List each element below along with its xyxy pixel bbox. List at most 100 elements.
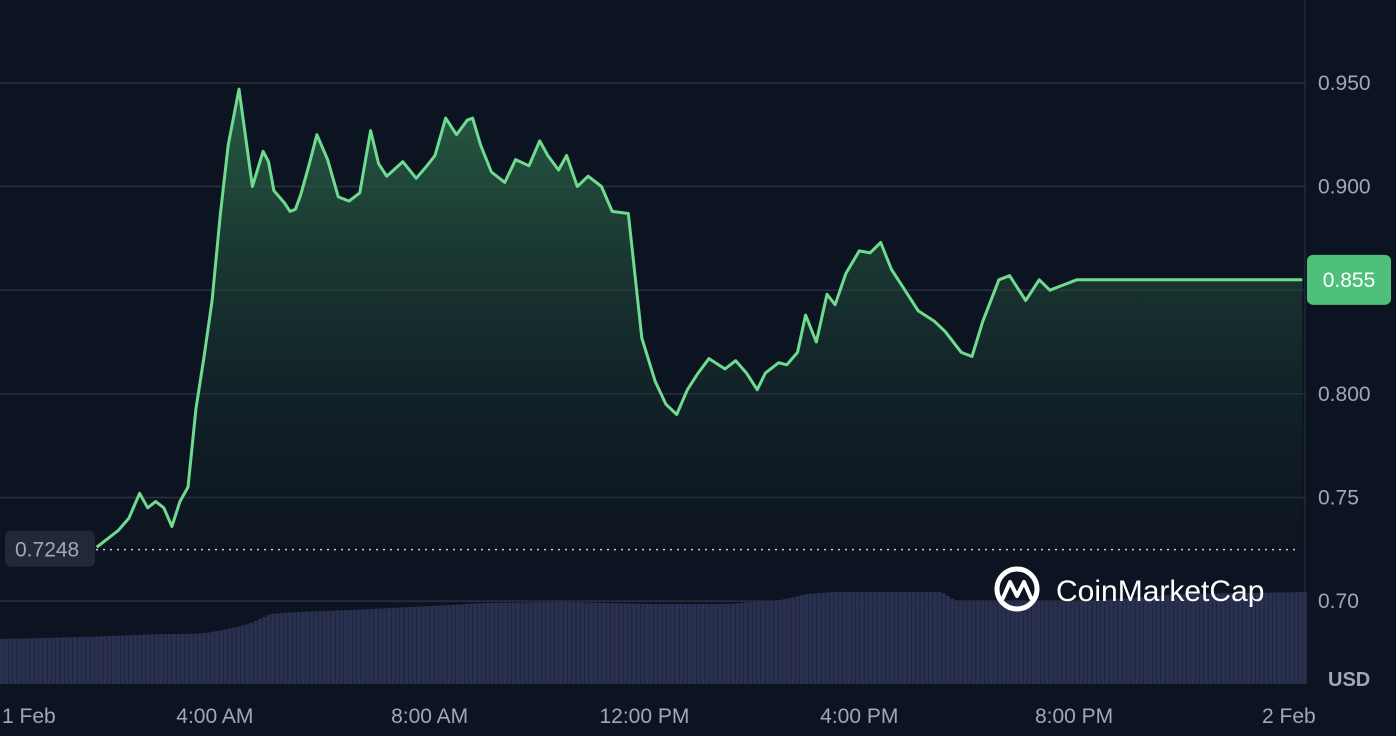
volume-bar (1139, 597, 1144, 684)
volume-bar (176, 634, 181, 684)
volume-bar (1092, 600, 1097, 684)
volume-bar (215, 630, 219, 684)
volume-bar (657, 604, 662, 684)
price-series-line (95, 87, 1303, 549)
volume-bar (1066, 602, 1071, 684)
volume-bar (541, 602, 546, 684)
volume-bar (675, 604, 679, 684)
volume-bar (378, 608, 383, 684)
volume-bar (632, 603, 636, 684)
volume-bar (1294, 592, 1299, 684)
volume-bar (1014, 602, 1019, 684)
volume-bar (1195, 593, 1200, 684)
volume-bar (30, 638, 34, 684)
volume-bar (1049, 602, 1054, 684)
volume-bar (133, 635, 138, 684)
volume-bar (834, 592, 839, 684)
volume-bar (580, 602, 585, 684)
volume-bar (1122, 598, 1127, 684)
volume-bar (1277, 592, 1281, 684)
volume-bar (726, 603, 731, 684)
volume-bar (120, 635, 125, 684)
volume-bar (1225, 593, 1230, 684)
volume-bar (735, 603, 740, 684)
volume-bar (636, 603, 641, 684)
volume-bar (679, 604, 684, 684)
volume-bar (1075, 601, 1079, 684)
volume-bar (576, 602, 581, 684)
volume-bar (301, 611, 305, 684)
volume-bar (1242, 593, 1247, 684)
price-line (95, 87, 1303, 549)
volume-bar (275, 613, 280, 684)
current-price-badge: 0.855 (1307, 254, 1391, 305)
volume-bar (17, 638, 22, 684)
volume-bar (567, 602, 572, 684)
volume-bar (395, 607, 400, 684)
volume-bar (464, 604, 469, 684)
volume-bar (748, 602, 753, 684)
volume-bar (903, 592, 907, 684)
volume-bar (967, 602, 972, 684)
volume-bar (442, 605, 447, 684)
volume-bar (963, 602, 968, 684)
volume-bar (1234, 593, 1238, 684)
volume-bar (855, 592, 860, 684)
currency-unit-label: USD (1328, 669, 1370, 691)
volume-bar (197, 633, 202, 684)
y-tick-label: 0.950 (1318, 72, 1371, 95)
volume-bar (34, 638, 39, 684)
volume-bar (507, 602, 512, 684)
volume-bar (1264, 592, 1269, 684)
volume-bar (1302, 592, 1307, 684)
volume-bar (920, 592, 925, 684)
volume-bar (1216, 593, 1221, 684)
volume-bar (1118, 598, 1122, 684)
volume-bar (1062, 602, 1066, 684)
volume-bar (1019, 602, 1023, 684)
volume-bar (511, 602, 516, 684)
volume-bar (589, 602, 593, 684)
volume-bar (163, 634, 168, 684)
volume-bar (485, 602, 490, 684)
volume-bar (8, 638, 13, 684)
volume-bar (1057, 602, 1062, 684)
volume-bar (266, 614, 271, 684)
volume-bar (305, 611, 310, 684)
volume-bar (245, 624, 249, 684)
volume-bar (1087, 600, 1092, 684)
volume-bar (309, 611, 314, 684)
volume-bar (1268, 592, 1273, 684)
volume-bar (722, 604, 727, 684)
current-price-label: 0.855 (1323, 269, 1376, 292)
volume-bar (851, 592, 856, 684)
volume-bar (1148, 596, 1152, 684)
volume-bar (1221, 593, 1226, 684)
volume-bar (1186, 593, 1191, 684)
volume-bar (434, 605, 439, 684)
volume-bar (111, 635, 116, 684)
volume-bar (915, 592, 920, 684)
volume-bar (1161, 595, 1165, 684)
volume-bar (1032, 602, 1036, 684)
volume-bar (1251, 592, 1256, 684)
volume-bar (812, 593, 817, 684)
volume-bar (412, 606, 417, 684)
volume-bar (743, 602, 748, 684)
volume-bar (103, 636, 108, 684)
volume-bar (1109, 599, 1114, 684)
volume-bar (705, 604, 710, 684)
volume-bar (335, 610, 340, 684)
volume-bar (331, 610, 335, 684)
volume-bar (1130, 597, 1135, 684)
x-tick-label: 2 Feb (1262, 705, 1316, 728)
x-tick-label: 8:00 PM (1035, 705, 1113, 728)
volume-bar (451, 604, 456, 684)
volume-bar (498, 602, 503, 684)
volume-bar (786, 598, 791, 684)
volume-bar (907, 592, 912, 684)
volume-bar (159, 634, 163, 684)
volume-bar (1053, 602, 1058, 684)
volume-bar (1010, 602, 1015, 684)
